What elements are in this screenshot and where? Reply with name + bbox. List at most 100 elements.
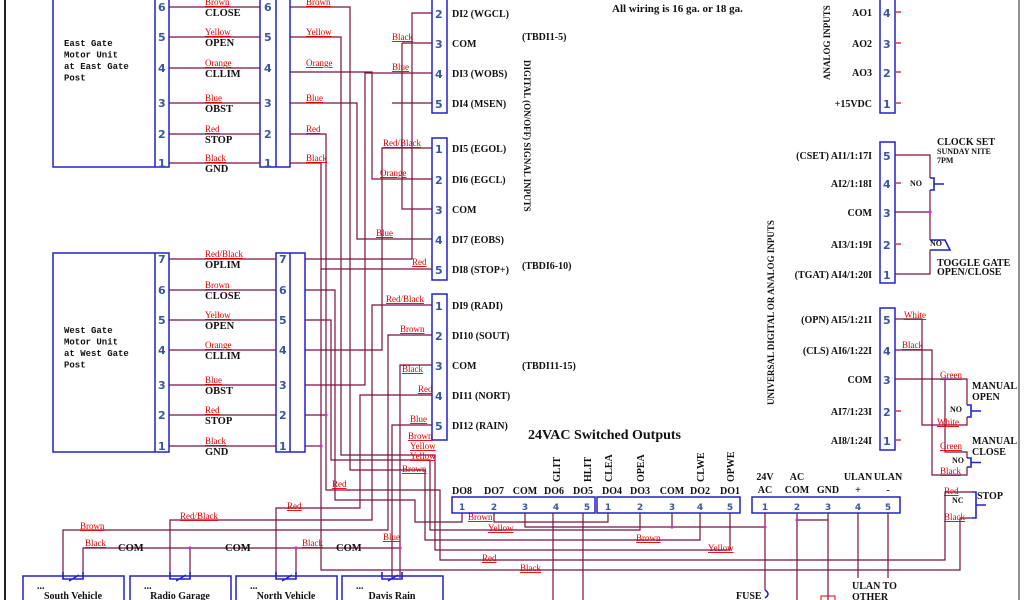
- di-input-label: COM: [452, 205, 477, 216]
- wires: [62, 6, 972, 600]
- field-device-box: [341, 575, 444, 600]
- pin-number: 1: [435, 143, 443, 156]
- ao-label: +15VDC: [835, 99, 872, 110]
- pin-number: 2: [158, 409, 166, 422]
- field-device-box: [22, 575, 125, 600]
- wire: [895, 318, 968, 426]
- clock-set-label: CLOCK SET: [937, 137, 995, 148]
- pin-number: 1: [605, 503, 611, 513]
- wire-color-label: Orange: [205, 340, 232, 350]
- pin-number: 2: [637, 503, 643, 513]
- wire-color-label: Black: [306, 153, 327, 163]
- ulan-to-other-label: ULAN TO: [852, 581, 897, 592]
- wire-color-label: White: [937, 417, 959, 427]
- pin-number: 1: [435, 300, 443, 313]
- ai-label: (TGAT) AI4/1:20I: [795, 270, 872, 281]
- wire-color-label: Orange: [306, 58, 333, 68]
- wire: [524, 513, 765, 528]
- signal-function-label: GND: [205, 447, 229, 458]
- ai-terminal-block-1: [879, 141, 896, 284]
- relay-contact-icon: [62, 572, 84, 582]
- toggle-gate-label: OPEN/CLOSE: [937, 267, 1002, 278]
- pin-number: 3: [279, 379, 287, 392]
- pin-number: 5: [279, 314, 287, 327]
- pin-number: 2: [435, 8, 443, 21]
- field-device-box: [235, 575, 338, 600]
- signal-function-label: GND: [205, 164, 229, 175]
- wire: [290, 102, 432, 240]
- di-input-label: DI8 (STOP+): [452, 265, 509, 276]
- pin-number: 3: [669, 503, 675, 513]
- wire: [305, 72, 432, 386]
- ground-icon: [820, 595, 836, 600]
- signal-function-label: CLLIM: [205, 351, 241, 362]
- junction-dot: [763, 525, 767, 529]
- pin-number: 4: [697, 503, 703, 513]
- di-input-label: DI6 (EGCL): [452, 175, 506, 186]
- di-input-label: COM: [452, 361, 477, 372]
- wire-color-label: Orange: [205, 58, 232, 68]
- do-terminal-block-2: [596, 496, 741, 514]
- wire-color-label: Red: [205, 405, 220, 415]
- device-name: North Vehicle: [257, 591, 316, 600]
- manual-close-label: CLOSE: [972, 447, 1006, 458]
- pin-number: 1: [279, 440, 287, 453]
- pin-number: 4: [883, 345, 891, 358]
- power-label: GND: [817, 485, 839, 496]
- wire-color-label: White: [904, 310, 926, 320]
- east-gate-motor-unit: [52, 0, 170, 168]
- east-gate-title: Post: [64, 74, 86, 84]
- power-label: 24V: [756, 472, 774, 483]
- wire-color-label: Red: [287, 501, 302, 511]
- wire-color-label: Black: [940, 466, 961, 476]
- pin-number: 5: [435, 420, 443, 433]
- pin-number: 3: [435, 204, 443, 217]
- wire: [401, 43, 432, 210]
- pin-number: 4: [435, 234, 443, 247]
- ai-label: (CLS) AI6/1:22I: [803, 346, 872, 357]
- wire-color-label: Black: [302, 538, 323, 548]
- device-dots: ...: [37, 581, 45, 592]
- pin-number: 4: [435, 68, 443, 81]
- ai-label: AI7/1:23I: [831, 407, 872, 418]
- wire-color-label: Yellow: [708, 543, 734, 553]
- signal-function-label: OPEN: [205, 38, 235, 49]
- di-terminal-block-3: [431, 293, 448, 441]
- universal-section-label: UNIVERSAL DIGITAL OR ANALOG INPUTS: [766, 220, 776, 405]
- pushbutton-switch-icon: [930, 177, 944, 191]
- pin-number: 5: [885, 503, 891, 513]
- di-section-label: DIGITAL (ON/OFF) SIGNAL INPUTS: [522, 60, 532, 212]
- junction-dot: [294, 546, 298, 550]
- wire-color-label: Red: [482, 553, 497, 563]
- west-gate-title: Post: [64, 361, 86, 371]
- ai-label: AI2/1:18I: [831, 179, 872, 190]
- pin-number: 4: [553, 503, 559, 513]
- pin-number: 5: [584, 503, 590, 513]
- ao-label: AO2: [852, 39, 872, 50]
- pin-number: 2: [794, 503, 800, 513]
- wire-color-label: Yellow: [410, 441, 436, 451]
- do-function-label: OPEA: [636, 453, 647, 482]
- pin-number: 5: [883, 150, 891, 163]
- pin-number: 3: [158, 97, 166, 110]
- pin-number: 4: [264, 62, 272, 75]
- di-block-tag: (TBDI6-10): [522, 261, 571, 272]
- wire: [290, 133, 972, 561]
- do-terminal-block-1: [451, 496, 596, 514]
- wire-color-label: Red: [418, 384, 433, 394]
- device-dots: ...: [356, 581, 364, 592]
- pin-number: 1: [883, 269, 891, 282]
- wire-color-label: Red/Black: [386, 294, 424, 304]
- wire-color-label: Green: [940, 370, 962, 380]
- wire-color-label: Yellow: [205, 310, 231, 320]
- wire-color-label: Yellow: [410, 451, 436, 461]
- wire: [391, 424, 432, 578]
- wire: [895, 250, 931, 275]
- device-dots: ...: [250, 581, 258, 592]
- wire: [895, 154, 931, 178]
- pin-number: 6: [158, 1, 166, 14]
- wire-color-label: Black: [402, 364, 423, 374]
- signal-function-label: CLOSE: [205, 8, 241, 19]
- power-label: ULAN: [874, 472, 903, 483]
